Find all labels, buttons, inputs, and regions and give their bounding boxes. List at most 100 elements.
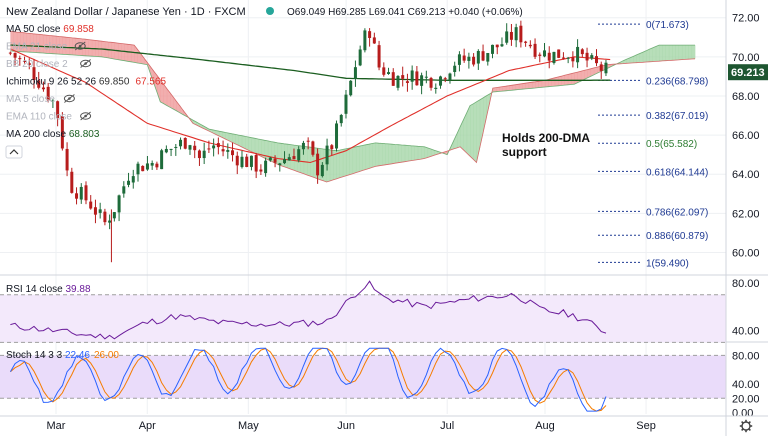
candle-body xyxy=(311,141,315,155)
candle-body xyxy=(580,49,584,55)
cloud-segment xyxy=(388,143,393,165)
cloud-segment xyxy=(408,145,412,162)
cloud-segment xyxy=(368,143,373,169)
candle-body xyxy=(70,171,74,193)
collapse-legend-button[interactable] xyxy=(5,145,23,159)
candle-body xyxy=(590,55,594,59)
cloud-segment xyxy=(46,35,50,54)
cloud-segment xyxy=(385,143,389,165)
eye-strike xyxy=(80,59,91,68)
fib-label: 1(59.490) xyxy=(646,258,689,269)
candle-body xyxy=(377,45,381,68)
cloud-segment xyxy=(639,52,644,63)
candle-body xyxy=(552,51,556,64)
eye-hidden-icon[interactable] xyxy=(74,41,86,51)
cloud-segment xyxy=(56,36,60,55)
legend-item[interactable]: Ichimoku 9 26 52 26 69.850 67.565 xyxy=(6,77,166,88)
legend-item-value2: 67.565 xyxy=(135,77,166,88)
fib-label: 0.236(68.798) xyxy=(646,76,708,87)
cloud-segment xyxy=(378,143,383,166)
cloud-segment xyxy=(574,72,578,85)
candle-body xyxy=(112,212,116,219)
candle-body xyxy=(127,180,131,185)
cloud-segment xyxy=(65,37,70,55)
candle-body xyxy=(240,156,244,168)
legend-item[interactable]: EMA 21 close xyxy=(6,42,68,53)
cloud-segment xyxy=(33,33,37,53)
header: New Zealand Dollar / Japanese Yen · 1D ·… xyxy=(6,6,523,18)
legend-item[interactable]: MA 5 close xyxy=(6,94,55,105)
candle-body xyxy=(585,52,589,61)
cloud-segment xyxy=(522,83,526,90)
candle-body xyxy=(283,159,287,164)
candle-body xyxy=(32,67,36,81)
gear-tooth xyxy=(741,428,744,431)
cloud-segment xyxy=(179,105,184,115)
cloud-segment xyxy=(668,45,673,61)
candle-body xyxy=(197,150,201,159)
candle-body xyxy=(65,148,69,171)
candle-body xyxy=(136,163,140,175)
candle-body xyxy=(543,50,547,57)
eye-hidden-icon[interactable] xyxy=(63,94,75,103)
last-price-label: 69.213 xyxy=(731,67,765,79)
cloud-segment xyxy=(251,137,256,154)
cloud-segment xyxy=(421,146,425,160)
gear-tooth xyxy=(748,428,751,431)
candle-body xyxy=(595,56,599,64)
cloud-segment xyxy=(336,150,341,179)
stoch-tick-label: 40.00 xyxy=(732,379,760,391)
candle-body xyxy=(301,142,305,150)
eye-outline xyxy=(80,59,92,68)
eye-hidden-icon[interactable] xyxy=(80,59,92,68)
price-tick-label: 64.00 xyxy=(732,169,760,181)
cloud-segment xyxy=(424,146,429,159)
cloud-segment xyxy=(509,85,513,91)
candle-body xyxy=(599,64,603,71)
gear-icon[interactable] xyxy=(739,419,753,433)
fib-levels: 0(71.673) 0.236(68.798) 0.382(67.019) 0.5(6… xyxy=(598,20,708,269)
candle-body xyxy=(212,145,216,149)
eye-hidden-icon[interactable] xyxy=(80,111,92,121)
cloud-segment xyxy=(382,143,386,166)
candle-body xyxy=(344,94,348,114)
legend-item[interactable]: BB 20 close 2 xyxy=(6,59,68,70)
candle-body xyxy=(368,31,372,38)
candle-body xyxy=(122,186,126,194)
candle-body xyxy=(292,156,296,160)
legend-item[interactable]: MA 200 close 68.803 xyxy=(6,129,100,140)
stoch-legend-label: Stoch 14 3 3 xyxy=(6,350,65,361)
cloud-segment xyxy=(515,84,520,90)
cloud-segment xyxy=(293,145,298,172)
price-tick-label: 68.00 xyxy=(732,91,760,103)
eye-strike xyxy=(64,94,75,103)
cloud-segment xyxy=(531,81,536,89)
cloud-segment xyxy=(453,133,458,149)
stoch-tick-label: 0.00 xyxy=(732,408,753,420)
candle-body xyxy=(401,75,405,79)
stoch-legend[interactable]: Stoch 14 3 3 22.46 26.00 xyxy=(6,350,119,361)
eye-outline xyxy=(80,112,92,120)
candle-body xyxy=(429,77,433,88)
gear-tooth xyxy=(741,421,744,424)
rsi-legend[interactable]: RSI 14 close 39.88 xyxy=(6,284,91,295)
candle-body xyxy=(245,156,249,167)
legend-item[interactable]: EMA 110 close xyxy=(6,112,72,123)
candle-body xyxy=(179,139,183,147)
cloud-segment xyxy=(10,31,15,52)
cloud-segment xyxy=(665,45,670,61)
candle-body xyxy=(202,150,206,159)
cloud-segment xyxy=(470,103,474,160)
cloud-segment xyxy=(391,144,396,164)
legend: MA 50 close 69.858 EMA 21 close BB 20 clo… xyxy=(5,24,166,159)
legend-item-label: MA 200 close xyxy=(6,129,69,140)
cloud-segment xyxy=(567,73,572,85)
candle-body xyxy=(434,87,438,89)
stoch-band-fill xyxy=(0,355,726,399)
candle-body xyxy=(396,75,400,88)
legend-item[interactable]: MA 50 close 69.858 xyxy=(6,24,94,35)
cloud-segment xyxy=(450,140,455,151)
cloud-segment xyxy=(261,139,266,159)
candle-body xyxy=(259,169,263,172)
